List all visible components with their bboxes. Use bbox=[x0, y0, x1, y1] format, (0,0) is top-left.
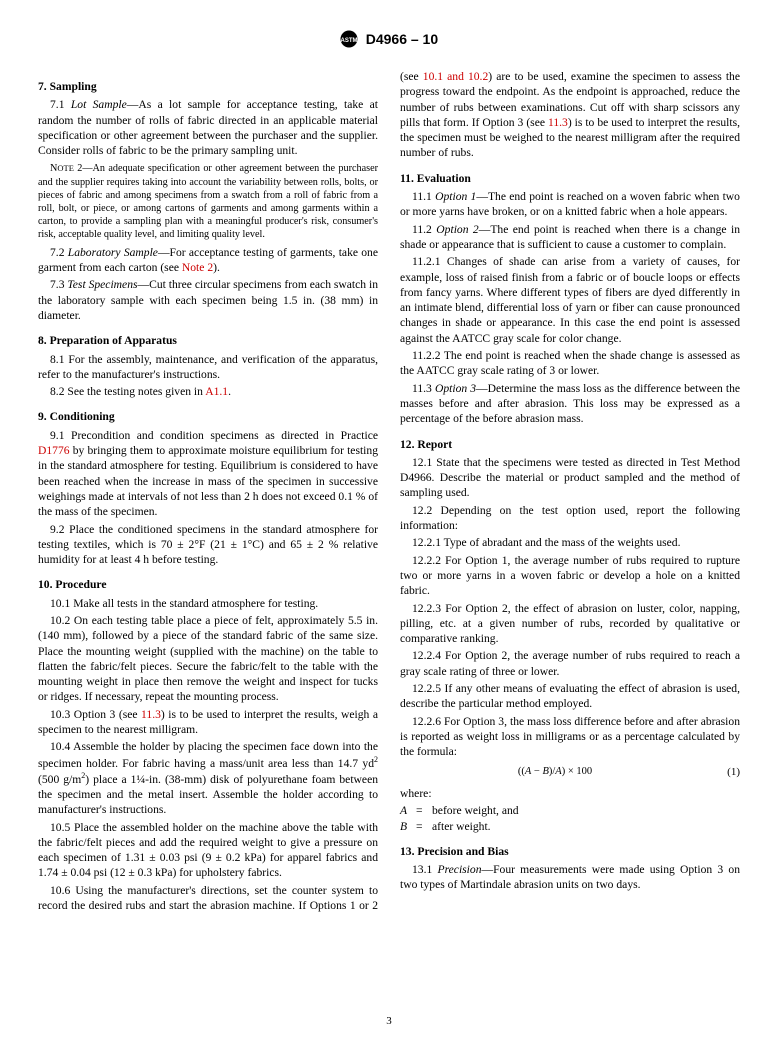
para-7-3: 7.3 Test Specimens—Cut three circular sp… bbox=[38, 277, 378, 323]
standard-number: D4966 – 10 bbox=[366, 31, 438, 47]
equals-sign: = bbox=[416, 803, 432, 818]
where-b: B = after weight. bbox=[400, 819, 740, 834]
para-10-5: 10.5 Place the assembled holder on the m… bbox=[38, 820, 378, 881]
para-12-2-1: 12.2.1 Type of abradant and the mass of … bbox=[400, 535, 740, 550]
para-9-1: 9.1 Precondition and condition specimens… bbox=[38, 428, 378, 520]
para-10-3-a: 10.3 Option 3 (see bbox=[50, 708, 141, 721]
para-9-2: 9.2 Place the conditioned specimens in t… bbox=[38, 522, 378, 568]
document-page: ASTM D4966 – 10 7. Sampling 7.1 Lot Samp… bbox=[0, 0, 778, 1041]
para-10-3: 10.3 Option 3 (see 11.3) is to be used t… bbox=[38, 707, 378, 738]
where-a-def: before weight, and bbox=[432, 803, 519, 818]
para-9-1-b: by bringing them to approximate moisture… bbox=[38, 444, 378, 518]
para-8-2-b: . bbox=[228, 385, 231, 398]
svg-text:ASTM: ASTM bbox=[340, 38, 357, 44]
para-12-2-2: 12.2.2 For Option 1, the average number … bbox=[400, 553, 740, 599]
section-10-title: 10. Procedure bbox=[38, 577, 378, 592]
where-a: A = before weight, and bbox=[400, 803, 740, 818]
formula-number: (1) bbox=[710, 765, 740, 780]
para-11-2: 11.2 Option 2—The end point is reached w… bbox=[400, 222, 740, 253]
para-10-2: 10.2 On each testing table place a piece… bbox=[38, 613, 378, 705]
link-11-3[interactable]: 11.3 bbox=[141, 708, 161, 721]
where-a-symbol: A bbox=[400, 803, 416, 818]
para-11-2-1: 11.2.1 Changes of shade can arise from a… bbox=[400, 254, 740, 346]
section-7-title: 7. Sampling bbox=[38, 79, 378, 94]
page-number: 3 bbox=[0, 1015, 778, 1027]
para-11-1: 11.1 Option 1—The end point is reached o… bbox=[400, 189, 740, 220]
para-12-2-3: 12.2.3 For Option 2, the effect of abras… bbox=[400, 601, 740, 647]
para-13-1: 13.1 Precision—Four measurements were ma… bbox=[400, 862, 740, 893]
para-7-1: 7.1 Lot Sample—As a lot sample for accep… bbox=[38, 97, 378, 158]
link-10-1-10-2[interactable]: 10.1 and 10.2 bbox=[423, 70, 489, 83]
link-d1776[interactable]: D1776 bbox=[38, 444, 70, 457]
equals-sign-b: = bbox=[416, 819, 432, 834]
para-10-1: 10.1 Make all tests in the standard atmo… bbox=[38, 596, 378, 611]
para-8-1: 8.1 For the assembly, maintenance, and v… bbox=[38, 352, 378, 383]
para-11-2-2: 11.2.2 The end point is reached when the… bbox=[400, 348, 740, 379]
para-12-2-6: 12.2.6 For Option 3, the mass loss diffe… bbox=[400, 714, 740, 760]
link-note-2[interactable]: Note 2 bbox=[182, 261, 213, 274]
para-12-2: 12.2 Depending on the test option used, … bbox=[400, 503, 740, 534]
para-8-2: 8.2 See the testing notes given in A1.1. bbox=[38, 384, 378, 399]
page-header: ASTM D4966 – 10 bbox=[38, 30, 740, 51]
note-2-text: An adequate specification or other agree… bbox=[38, 163, 378, 239]
astm-logo-icon: ASTM bbox=[340, 30, 358, 51]
para-12-2-5: 12.2.5 If any other means of evaluating … bbox=[400, 681, 740, 712]
formula-1: ((A − B)/A) × 100 (1) bbox=[400, 765, 740, 780]
para-7-2: 7.2 Laboratory Sample—For acceptance tes… bbox=[38, 245, 378, 276]
section-9-title: 9. Conditioning bbox=[38, 409, 378, 424]
para-12-1: 12.1 State that the specimens were teste… bbox=[400, 455, 740, 501]
where-b-symbol: B bbox=[400, 819, 416, 834]
section-13-title: 13. Precision and Bias bbox=[400, 844, 740, 859]
para-12-2-4: 12.2.4 For Option 2, the average number … bbox=[400, 648, 740, 679]
formula-expression: ((A − B)/A) × 100 bbox=[400, 765, 710, 780]
section-11-title: 11. Evaluation bbox=[400, 171, 740, 186]
body-text-columns: 7. Sampling 7.1 Lot Sample—As a lot samp… bbox=[38, 69, 740, 913]
note-2-label: NOTE 2— bbox=[50, 163, 93, 174]
link-11-3-b[interactable]: 11.3 bbox=[548, 116, 568, 129]
para-8-2-a: 8.2 See the testing notes given in bbox=[50, 385, 205, 398]
para-11-3: 11.3 Option 3—Determine the mass loss as… bbox=[400, 381, 740, 427]
where-b-def: after weight. bbox=[432, 819, 491, 834]
para-9-1-a: 9.1 Precondition and condition specimens… bbox=[50, 429, 378, 442]
link-a1-1[interactable]: A1.1 bbox=[205, 385, 228, 398]
section-8-title: 8. Preparation of Apparatus bbox=[38, 333, 378, 348]
note-2: NOTE 2—An adequate specification or othe… bbox=[38, 162, 378, 240]
section-12-title: 12. Report bbox=[400, 437, 740, 452]
where-label: where: bbox=[400, 786, 740, 801]
para-10-4: 10.4 Assemble the holder by placing the … bbox=[38, 739, 378, 817]
